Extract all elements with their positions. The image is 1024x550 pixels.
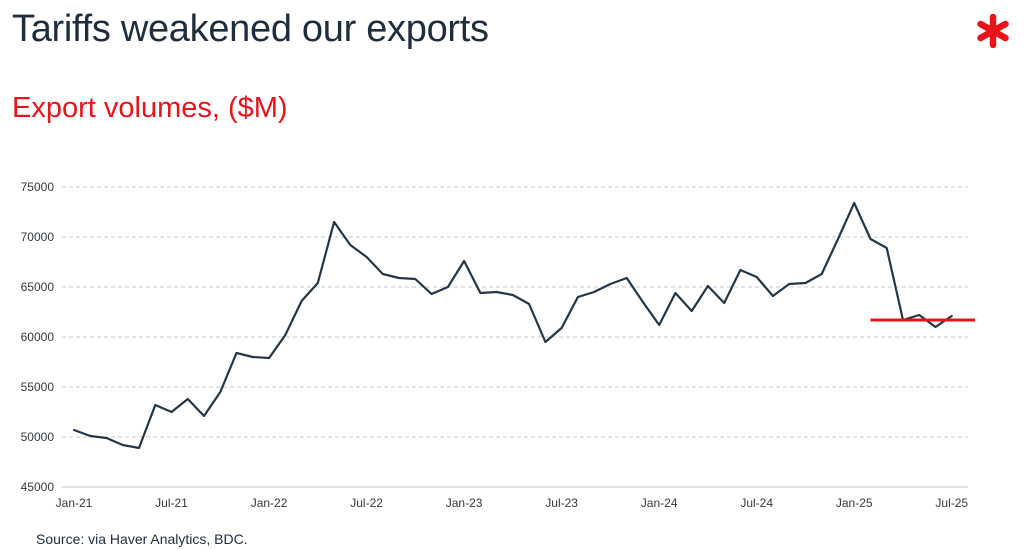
y-tick-label: 45000 [21, 480, 55, 494]
x-tick-label: Jul-25 [935, 496, 968, 510]
y-tick-label: 65000 [21, 280, 55, 294]
x-tick-label: Jan-21 [56, 496, 93, 510]
x-tick-label: Jan-23 [446, 496, 483, 510]
export-volume-line [72, 201, 953, 450]
x-tick-label: Jul-23 [545, 496, 578, 510]
x-tick-label: Jul-22 [350, 496, 383, 510]
x-tick-label: Jan-25 [836, 496, 873, 510]
page-title: Tariffs weakened our exports [12, 8, 489, 50]
y-tick-label: 50000 [21, 430, 55, 444]
y-tick-label: 70000 [21, 230, 55, 244]
x-tick-label: Jul-24 [740, 496, 773, 510]
x-tick-label: Jul-21 [155, 496, 188, 510]
source-note: Source: via Haver Analytics, BDC. [36, 531, 248, 547]
y-tick-label: 55000 [21, 380, 55, 394]
y-tick-label: 75000 [21, 180, 55, 194]
export-volumes-line-chart: 45000 50000 55000 60000 65000 70000 75000 Jan-… [21, 180, 975, 510]
chart-title: Export volumes, ($M) [12, 92, 288, 124]
y-tick-label: 60000 [21, 330, 55, 344]
x-tick-label: Jan-24 [641, 496, 678, 510]
asterisk-logo-icon [977, 14, 1009, 48]
x-tick-label: Jan-22 [251, 496, 288, 510]
